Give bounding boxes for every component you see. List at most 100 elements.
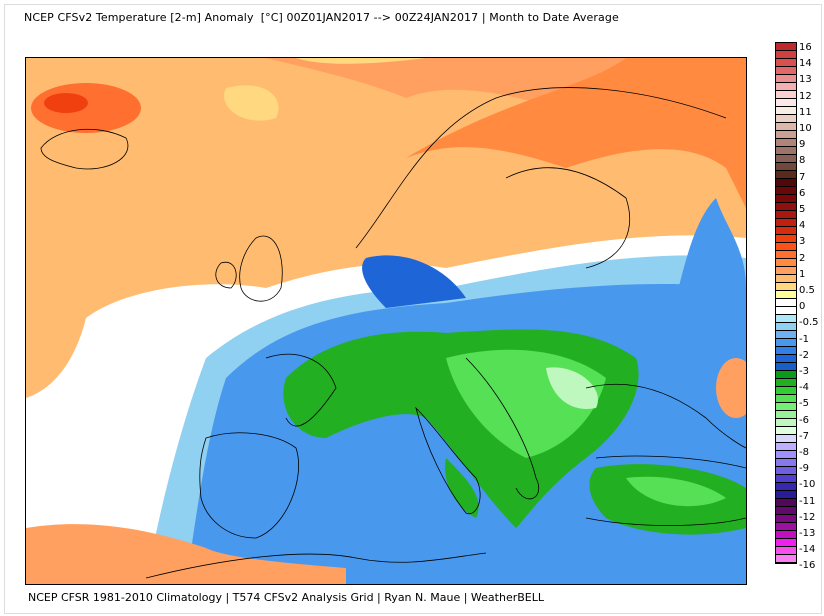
colorbar-label: -14 (799, 544, 816, 556)
colorbar-swatch (776, 299, 796, 307)
colorbar-swatch (776, 203, 796, 211)
colorbar-swatch (776, 307, 796, 315)
colorbar-label: 9 (799, 139, 806, 151)
colorbar-label: 6 (799, 187, 806, 199)
colorbar-label: 8 (799, 155, 806, 167)
colorbar-label: 5 (799, 204, 806, 215)
colorbar-swatch (776, 139, 796, 147)
colorbar-swatch (776, 123, 796, 131)
colorbar-swatch (776, 259, 796, 267)
map-canvas (26, 58, 746, 584)
colorbar-swatch (776, 83, 796, 91)
colorbar-swatch (776, 523, 796, 531)
colorbar-swatch (776, 235, 796, 243)
colorbar-label: -16 (799, 560, 816, 572)
colorbar-swatch (776, 395, 796, 403)
colorbar-label: -6 (799, 414, 809, 426)
colorbar-label: -11 (799, 495, 816, 507)
colorbar-swatch (776, 355, 796, 363)
colorbar-label: -1 (799, 333, 809, 345)
colorbar-swatch (776, 515, 796, 523)
colorbar-swatch (776, 539, 796, 547)
colorbar-swatch (776, 251, 796, 259)
colorbar-label: 7 (799, 171, 806, 183)
colorbar-swatch (776, 75, 796, 83)
colorbar-swatch (776, 491, 796, 499)
colorbar-swatch (776, 371, 796, 379)
colorbar-label: -12 (799, 511, 816, 523)
colorbar-swatch (776, 187, 796, 195)
colorbar-swatch (776, 147, 796, 155)
colorbar-swatch (776, 451, 796, 459)
colorbar-swatch (776, 363, 796, 371)
colorbar-swatch (776, 507, 796, 515)
colorbar-label: 13 (799, 74, 812, 86)
colorbar-swatch (776, 411, 796, 419)
map-title: NCEP CFSv2 Temperature [2-m] Anomaly [°C… (24, 11, 619, 24)
colorbar-label: -2 (799, 349, 809, 361)
colorbar-label: 4 (799, 220, 806, 232)
colorbar-swatch (776, 499, 796, 507)
colorbar-swatch (776, 315, 796, 323)
colorbar-label: 16 (799, 42, 812, 53)
colorbar-label: -3 (799, 366, 809, 377)
colorbar-swatch (776, 179, 796, 187)
colorbar-label: -4 (799, 382, 809, 394)
colorbar-label: 0.5 (799, 285, 815, 296)
colorbar-swatch (776, 283, 796, 291)
colorbar-swatch (776, 387, 796, 395)
colorbar-label: -7 (799, 430, 809, 442)
colorbar-swatch (776, 115, 796, 123)
colorbar-label: 12 (799, 90, 812, 102)
region-finland-warm (406, 58, 746, 208)
region-italy-south (445, 458, 479, 518)
colorbar-swatch (776, 467, 796, 475)
colorbar-swatch (776, 379, 796, 387)
colorbar-swatch (776, 531, 796, 539)
colorbar-swatch (776, 547, 796, 555)
colorbar-swatch (776, 275, 796, 283)
colorbar-swatch (776, 347, 796, 355)
map-footer-credits: NCEP CFSR 1981-2010 Climatology | T574 C… (28, 591, 544, 604)
colorbar-label: 10 (799, 123, 812, 134)
colorbar-swatch (776, 339, 796, 347)
colorbar (775, 42, 797, 564)
colorbar-label: 0 (799, 301, 806, 313)
colorbar-swatch (776, 243, 796, 251)
colorbar-swatch (776, 195, 796, 203)
colorbar-swatch (776, 419, 796, 427)
colorbar-swatch (776, 555, 796, 563)
colorbar-swatch (776, 267, 796, 275)
colorbar-swatch (776, 435, 796, 443)
colorbar-label: -10 (799, 479, 816, 491)
colorbar-label: -13 (799, 528, 816, 539)
colorbar-swatch (776, 59, 796, 67)
colorbar-swatch (776, 67, 796, 75)
colorbar-swatch (776, 483, 796, 491)
colorbar-swatch (776, 331, 796, 339)
colorbar-swatch (776, 107, 796, 115)
colorbar-label: 1 (799, 268, 806, 280)
colorbar-swatch (776, 99, 796, 107)
colorbar-label: 14 (799, 58, 812, 70)
colorbar-swatch (776, 51, 796, 59)
colorbar-swatch (776, 443, 796, 451)
coastlines (40, 87, 746, 579)
colorbar-swatch (776, 91, 796, 99)
colorbar-swatch (776, 459, 796, 467)
colorbar-label: 11 (799, 106, 812, 118)
colorbar-swatch (776, 155, 796, 163)
colorbar-label: -9 (799, 463, 809, 475)
colorbar-label: -5 (799, 398, 809, 410)
colorbar-swatch (776, 43, 796, 51)
colorbar-label: 3 (799, 236, 806, 248)
colorbar-swatch (776, 427, 796, 435)
colorbar-label: -8 (799, 447, 809, 458)
temperature-anomaly-map (25, 57, 747, 585)
colorbar-swatch (776, 227, 796, 235)
colorbar-swatch (776, 211, 796, 219)
colorbar-label: 2 (799, 252, 806, 264)
colorbar-swatch (776, 291, 796, 299)
colorbar-swatch (776, 131, 796, 139)
colorbar-swatch (776, 403, 796, 411)
